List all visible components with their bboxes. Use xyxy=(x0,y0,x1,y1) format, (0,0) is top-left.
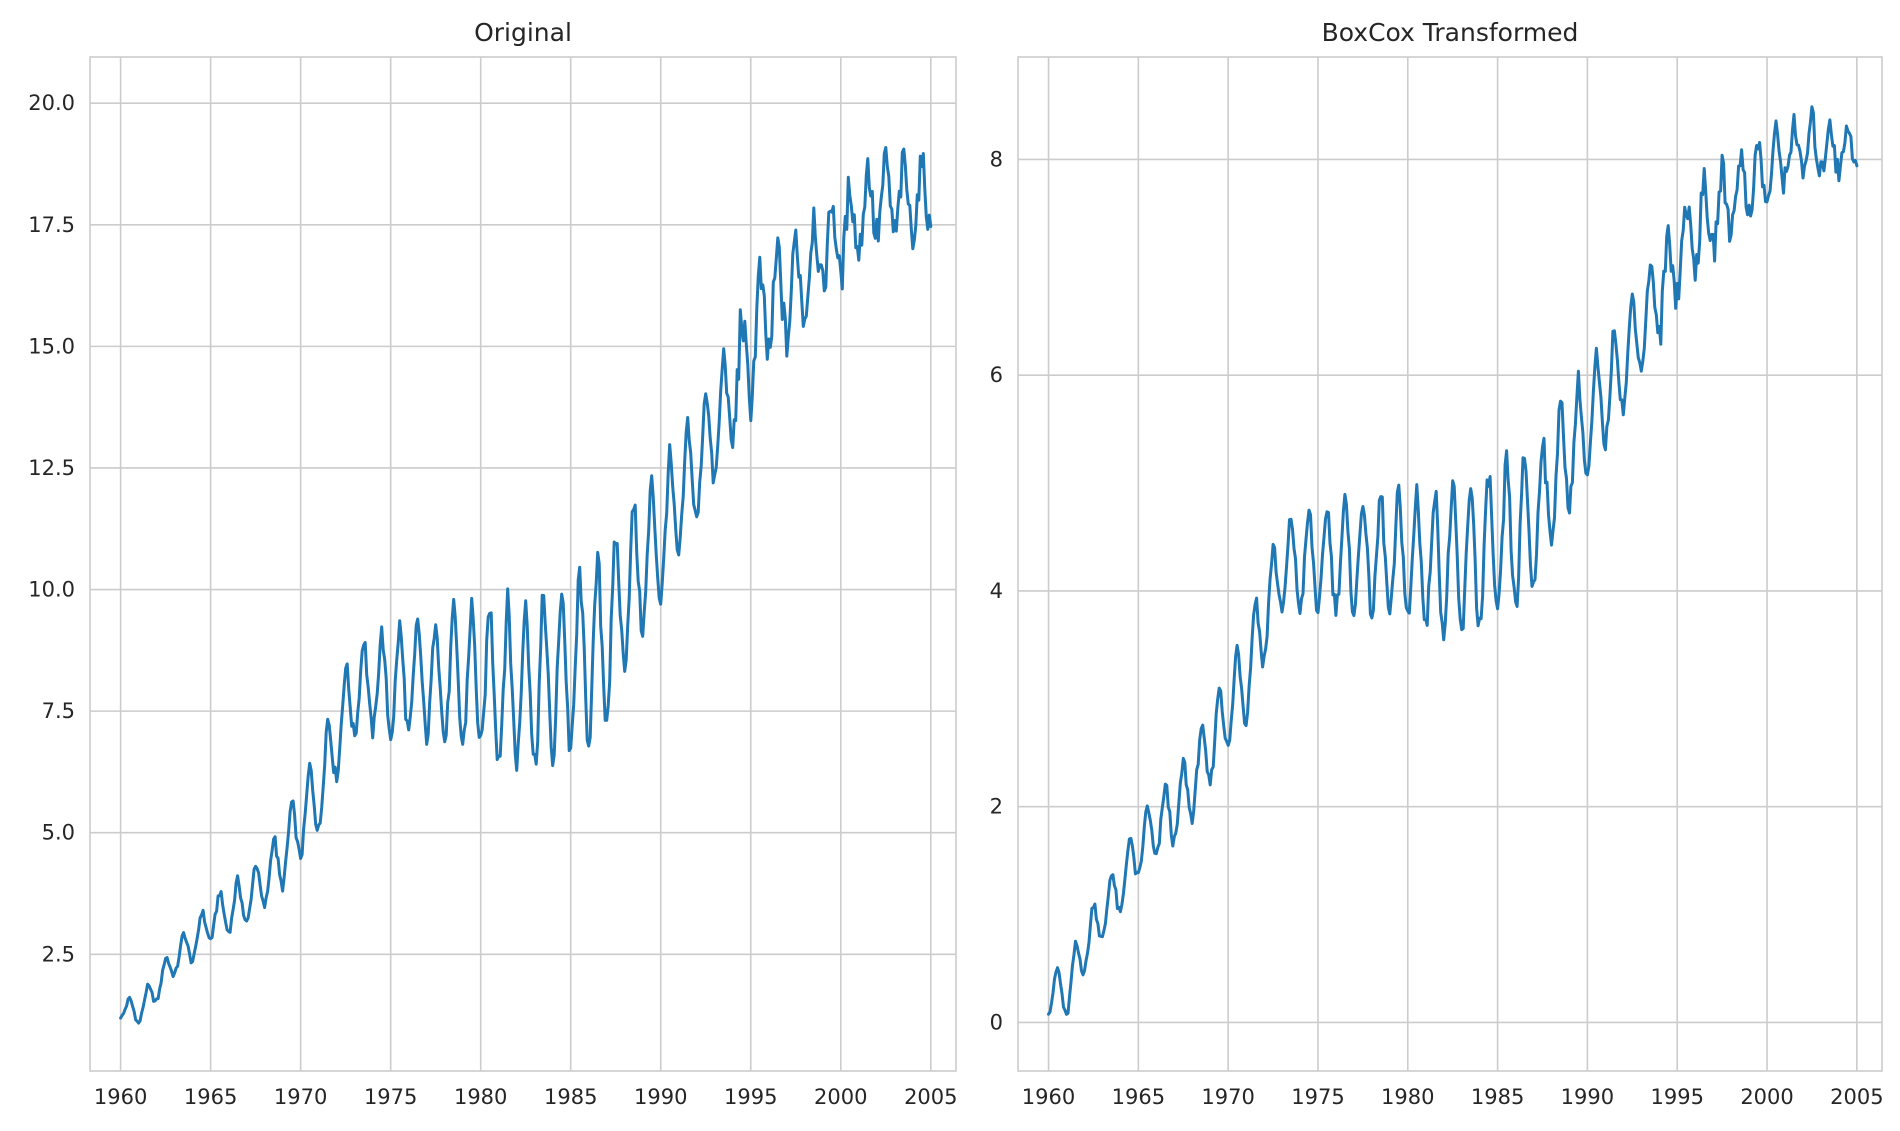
x-tick-label: 1995 xyxy=(1651,1085,1704,1109)
y-tick-label: 5.0 xyxy=(42,821,75,845)
y-tick-label: 20.0 xyxy=(28,91,75,115)
y-tick-label: 2 xyxy=(990,795,1003,819)
x-tick-label: 2000 xyxy=(814,1085,867,1109)
plot-area xyxy=(1017,56,1883,1072)
panel-title: BoxCox Transformed xyxy=(1322,18,1579,47)
y-tick-label: 15.0 xyxy=(28,334,75,358)
x-tick-label: 1990 xyxy=(1561,1085,1614,1109)
y-tick-label: 12.5 xyxy=(28,456,75,480)
x-tick-label: 1970 xyxy=(274,1085,327,1109)
panel-title: Original xyxy=(474,18,572,47)
chart-panel-1: 1960 1965 1970 1975 1980 1985 1990 1995 2000 2005… xyxy=(28,18,957,1109)
plot-area xyxy=(89,56,957,1072)
series-line xyxy=(119,146,933,1025)
y-tick-label: 0 xyxy=(990,1010,1003,1034)
x-tick-label: 1980 xyxy=(454,1085,507,1109)
x-tick-label: 1980 xyxy=(1381,1085,1434,1109)
y-tick-label: 8 xyxy=(990,147,1003,171)
x-tick-label: 1960 xyxy=(94,1085,147,1109)
y-tick-label: 10.0 xyxy=(28,578,75,602)
x-tick-label: 1970 xyxy=(1201,1085,1254,1109)
x-tick-label: 1975 xyxy=(1291,1085,1344,1109)
x-tick-label: 1985 xyxy=(544,1085,597,1109)
y-tick-label: 17.5 xyxy=(28,213,75,237)
y-tick-label: 4 xyxy=(990,579,1003,603)
y-tick-label: 2.5 xyxy=(42,942,75,966)
x-tick-label: 1990 xyxy=(634,1085,687,1109)
x-tick-label: 1965 xyxy=(184,1085,237,1109)
x-tick-label: 1965 xyxy=(1112,1085,1165,1109)
x-tick-label: 1995 xyxy=(724,1085,777,1109)
y-tick-label: 7.5 xyxy=(42,699,75,723)
x-tick-label: 2000 xyxy=(1740,1085,1793,1109)
x-tick-label: 1985 xyxy=(1471,1085,1524,1109)
x-tick-label: 1960 xyxy=(1022,1085,1075,1109)
chart-panel-2: 1960 1965 1970 1975 1980 1985 1990 1995 2000 2005… xyxy=(990,18,1884,1109)
x-tick-label: 2005 xyxy=(904,1085,957,1109)
series-line xyxy=(1047,105,1859,1016)
x-tick-label: 2005 xyxy=(1830,1085,1883,1109)
x-tick-label: 1975 xyxy=(364,1085,417,1109)
y-tick-label: 6 xyxy=(990,363,1003,387)
